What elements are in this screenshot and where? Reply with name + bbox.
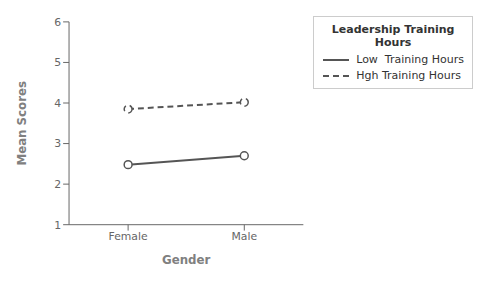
svg-text:3: 3 <box>54 137 61 150</box>
html-text:Low Training Hours: Low Training Hours <box>356 53 464 66</box>
html-text:Hours: Hours <box>374 36 412 49</box>
svg-text:6: 6 <box>54 16 61 29</box>
html-text:Leadership Training: Leadership Training <box>331 23 455 36</box>
svg-text:Mean Scores: Mean Scores <box>15 81 29 166</box>
svg-text:Gender: Gender <box>162 253 211 267</box>
svg-text:Male: Male <box>231 230 257 243</box>
html-text:Hgh Training Hours: Hgh Training Hours <box>356 69 462 82</box>
svg-text:4: 4 <box>54 97 61 110</box>
svg-text:5: 5 <box>54 56 61 69</box>
svg-text:2: 2 <box>54 178 61 191</box>
svg-text:Female: Female <box>109 230 148 243</box>
svg-text:1: 1 <box>54 219 61 232</box>
